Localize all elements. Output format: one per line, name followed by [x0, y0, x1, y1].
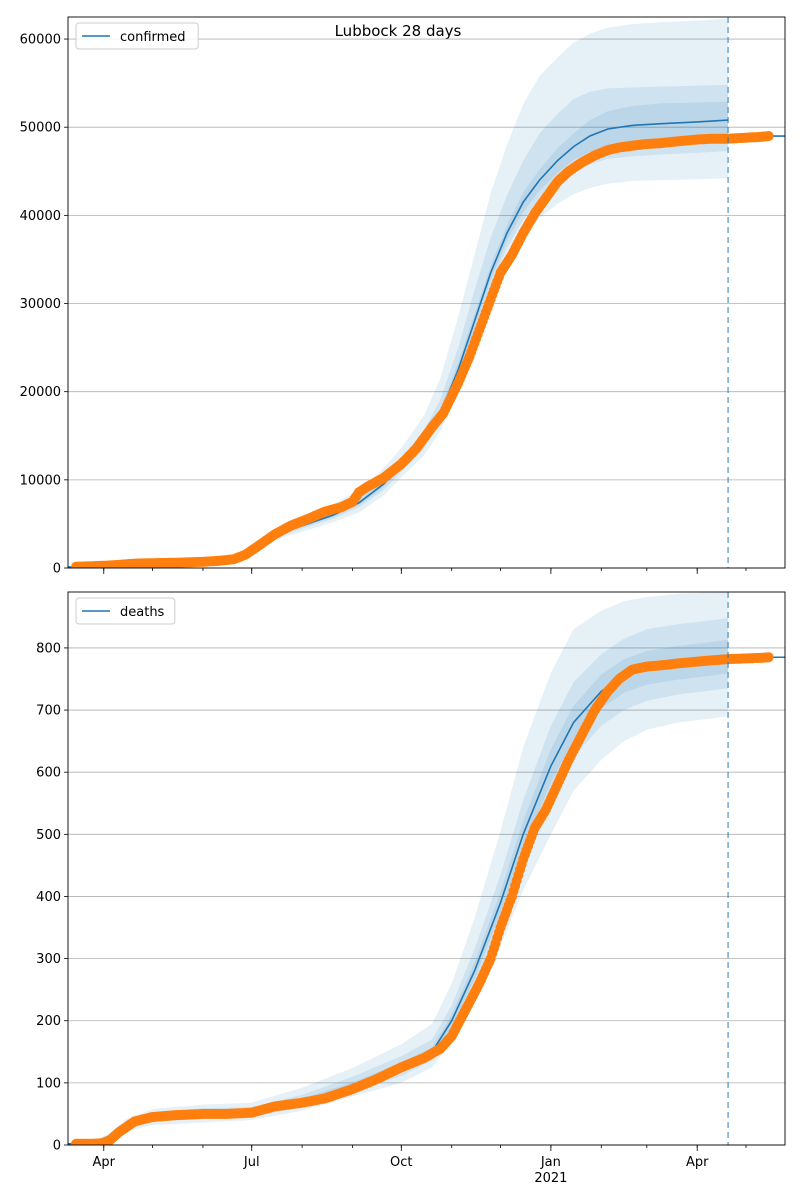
observed-point: [763, 652, 774, 663]
figure-title: Lubbock 28 days: [335, 22, 462, 40]
y-tick-label: 0: [53, 562, 61, 577]
y-tick-label: 60000: [20, 33, 61, 48]
x-tick-label: Jan: [540, 1155, 561, 1170]
axes-frame: [67, 591, 786, 1146]
x-tick-label: Apr: [686, 1155, 709, 1170]
y-tick-label: 0: [53, 1139, 61, 1154]
y-tick-label: 30000: [20, 297, 61, 312]
axes-frame: [67, 16, 786, 569]
x-tick-label: Oct: [390, 1155, 412, 1170]
confirmed-chart: 0 10000 20000 30000 40000 50000 60000 confirmed: [20, 16, 786, 577]
y-tick-label: 40000: [20, 209, 61, 224]
y-tick-label: 800: [36, 641, 61, 656]
uncertainty-band: [68, 618, 729, 1145]
model-line: [68, 119, 729, 568]
y-tick-label: 500: [36, 828, 61, 843]
legend-label: deaths: [120, 605, 165, 620]
legend-box: [75, 22, 199, 50]
x-year-label: 2021: [534, 1171, 567, 1186]
y-tick-label: 50000: [20, 121, 61, 136]
x-tick-label: Jul: [243, 1155, 260, 1170]
x-axis: Apr Jul Oct Jan Apr: [93, 1155, 710, 1170]
y-tick-label: 20000: [20, 385, 61, 400]
deaths-chart: 0 100 200 300 400 500 600 700 800 deaths: [36, 591, 786, 1154]
legend: confirmed: [75, 22, 199, 50]
uncertainty-band: [68, 592, 729, 1145]
x-tick-label: Apr: [93, 1155, 116, 1170]
y-tick-label: 10000: [20, 473, 61, 488]
y-tick-label: 400: [36, 890, 61, 905]
y-tick-label: 200: [36, 1014, 61, 1029]
y-tick-label: 100: [36, 1076, 61, 1091]
observed-point: [763, 131, 774, 141]
plot-area: [68, 18, 785, 568]
y-tick-label: 300: [36, 952, 61, 967]
y-tick-label: 600: [36, 766, 61, 781]
plot-area: [68, 592, 785, 1145]
legend-label: confirmed: [120, 30, 186, 45]
legend-box: [75, 597, 176, 625]
y-tick-label: 700: [36, 704, 61, 719]
legend: deaths: [75, 597, 176, 625]
